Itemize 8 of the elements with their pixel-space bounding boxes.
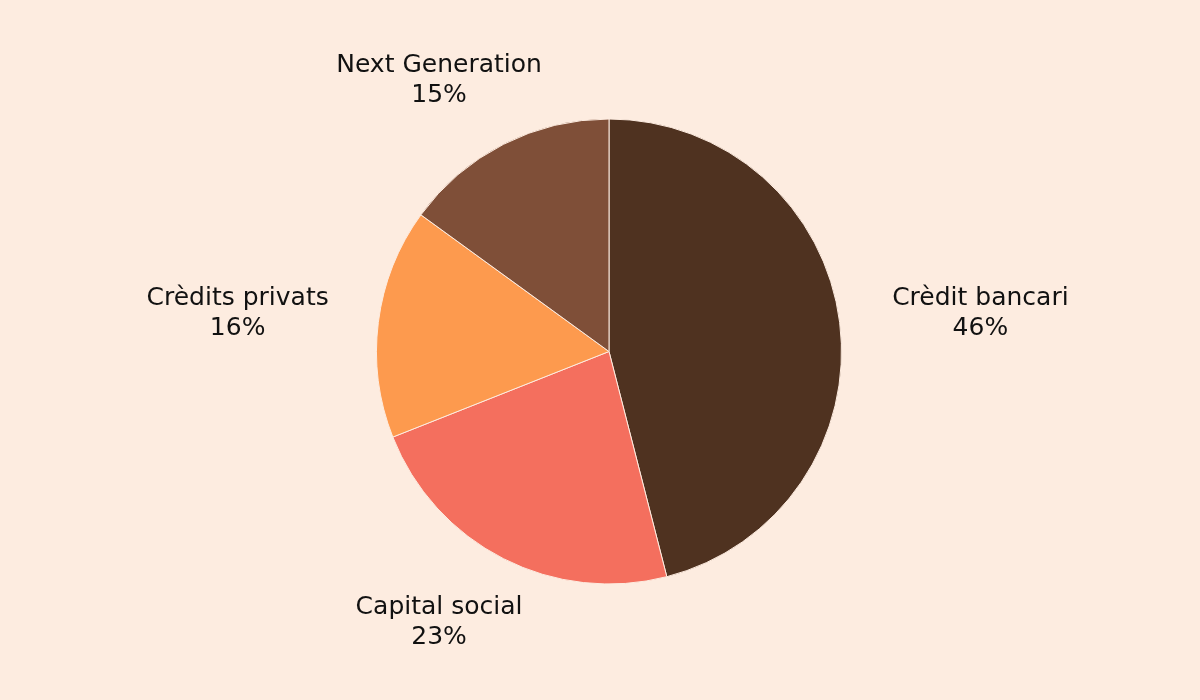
slice-label: Crèdits privats (146, 281, 329, 311)
data-label: 23% (411, 621, 467, 651)
data-label: 46% (952, 311, 1009, 341)
data-label: 16% (209, 311, 266, 341)
slice-label: Capital social (355, 591, 523, 621)
slice-label: Crèdit bancari (892, 281, 1069, 311)
data-label: 15% (411, 78, 467, 108)
slice-label: Next Generation (336, 48, 542, 78)
